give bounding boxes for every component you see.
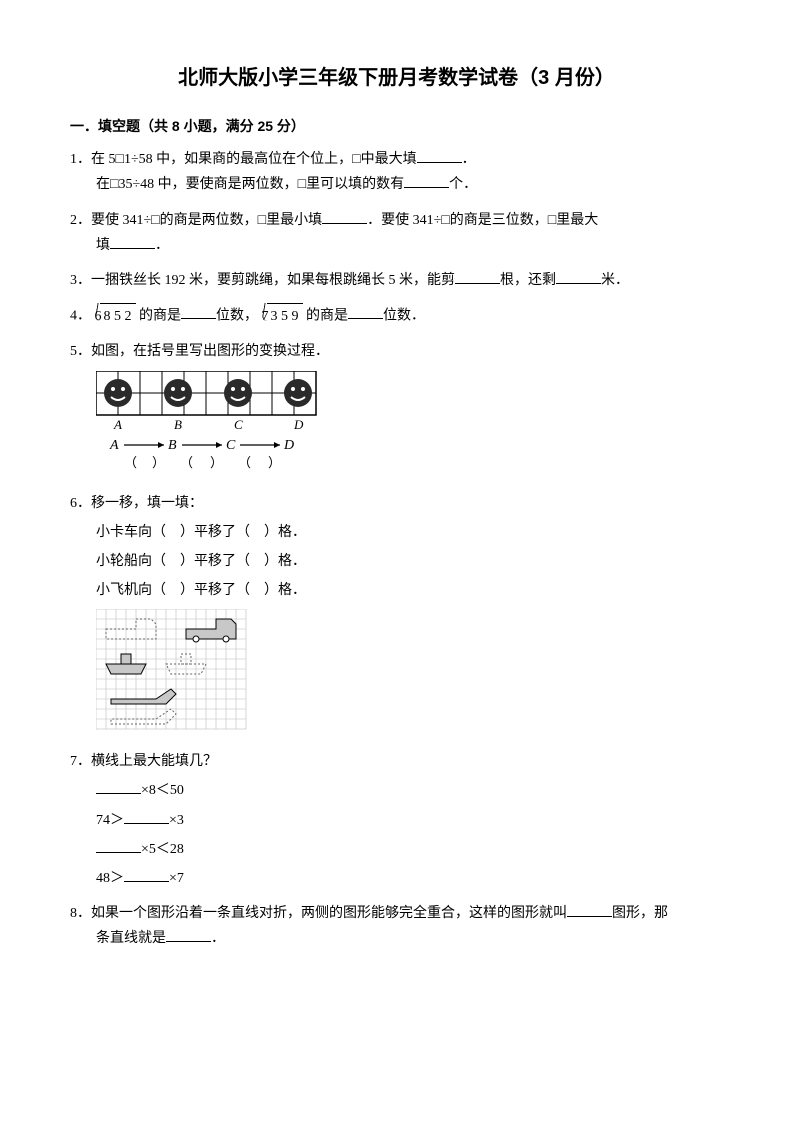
blank (404, 172, 449, 188)
q3-c: 米． (601, 273, 629, 288)
question-3: 3．一捆铁丝长 192 米，要剪跳绳，如果每根跳绳长 5 米，能剪 根，还剩 米． (70, 268, 723, 293)
question-2: 2．要使 341÷□的商是两位数，□里最小填 ．要使 341÷□的商是三位数，□里… (70, 208, 723, 258)
q6-row2: 小轮船向（ ）平移了（ ）格． (70, 549, 723, 574)
q7-row4: 48＞ ×7 (70, 866, 723, 891)
q7-header: 7．横线上最大能填几？ (70, 749, 723, 774)
long-division-1: 68 5 2 (95, 303, 136, 329)
q1-line2: 在□35÷48 中，要使商是两位数，□里可以填的数有 个． (70, 172, 723, 197)
svg-text:C: C (226, 438, 236, 453)
dividend: 3 5 9 (267, 303, 303, 329)
q7-row3: ×5＜28 (70, 837, 723, 862)
smiley-icon (284, 379, 312, 407)
smiley-icon (164, 379, 192, 407)
blank (417, 147, 462, 163)
text: 48＞ (96, 871, 124, 886)
q7-row2: 74＞ ×3 (70, 808, 723, 833)
question-7: 7．横线上最大能填几？ ×8＜50 74＞ ×3 ×5＜28 48＞ ×7 (70, 749, 723, 891)
q6-header: 6．移一移，填一填： (70, 491, 723, 516)
text: ）格． (264, 583, 306, 598)
svg-text:（: （ (124, 455, 137, 470)
text: 小卡车向（ (96, 525, 166, 540)
q4-mid3: 的商是 (306, 308, 348, 323)
q2-a: 2．要使 341÷□的商是两位数，□里最小填 (70, 213, 322, 228)
blank (96, 778, 141, 794)
text: ）格． (264, 554, 306, 569)
grid-shapes-diagram (96, 609, 256, 739)
svg-text:）: ） (210, 455, 223, 470)
q4-mid1: 的商是 (139, 308, 181, 323)
q1-line2b: 个． (449, 177, 477, 192)
text: ×7 (169, 871, 184, 886)
text: 小飞机向（ (96, 583, 166, 598)
text: 小轮船向（ (96, 554, 166, 569)
svg-text:（: （ (180, 455, 193, 470)
q1-line1b: ． (462, 152, 476, 167)
q8-b: 图形，那 (612, 906, 668, 921)
svg-text:）: ） (268, 455, 281, 470)
q6-figure (96, 609, 723, 739)
smiley-icon (224, 379, 252, 407)
q8-a: 8．如果一个图形沿着一条直线对折，两侧的图形能够完全重合，这样的图形就叫 (70, 906, 567, 921)
q8-d: ． (211, 931, 225, 946)
blank (181, 303, 216, 319)
svg-text:A: A (109, 438, 119, 453)
question-4: 4． 68 5 2 的商是 位数， 73 5 9 的商是 位数． (70, 303, 723, 329)
text: ×3 (169, 813, 184, 828)
q2-line2: 填． (70, 233, 723, 258)
blank (348, 303, 383, 319)
q6-row1: 小卡车向（ ）平移了（ ）格． (70, 520, 723, 545)
q4-mid2: 位数， (216, 308, 258, 323)
blank (124, 866, 169, 882)
blank (556, 268, 601, 284)
blank (455, 268, 500, 284)
svg-text:C: C (234, 417, 243, 432)
dividend: 8 5 2 (100, 303, 136, 329)
q2-c: 填 (96, 238, 110, 253)
svg-text:A: A (113, 417, 122, 432)
q4-mid4: 位数． (383, 308, 425, 323)
blank (166, 926, 211, 942)
q5-figure: A B C D A B C D （ ） （ ） （ ） (96, 371, 723, 481)
page-title: 北师大版小学三年级下册月考数学试卷（3 月份） (70, 60, 723, 96)
q2-b: ．要使 341÷□的商是三位数，□里最大 (367, 213, 598, 228)
section-header: 一．填空题（共 8 小题，满分 25 分） (70, 114, 723, 139)
blank (96, 837, 141, 853)
text: ）平移了（ (180, 583, 250, 598)
question-6: 6．移一移，填一填： 小卡车向（ ）平移了（ ）格． 小轮船向（ ）平移了（ ）… (70, 491, 723, 740)
text: ×8＜50 (141, 783, 184, 798)
svg-text:（: （ (238, 455, 251, 470)
q3-a: 3．一捆铁丝长 192 米，要剪跳绳，如果每根跳绳长 5 米，能剪 (70, 273, 455, 288)
text: ×5＜28 (141, 842, 184, 857)
q4-a: 4． (70, 308, 91, 323)
svg-text:B: B (174, 417, 182, 432)
svg-text:）: ） (152, 455, 165, 470)
q5-text: 5．如图，在括号里写出图形的变换过程． (70, 339, 723, 364)
text: ）格． (264, 525, 306, 540)
q3-b: 根，还剩 (500, 273, 556, 288)
blank (322, 208, 367, 224)
smiley-icon (104, 379, 132, 407)
q6-row3: 小飞机向（ ）平移了（ ）格． (70, 578, 723, 603)
svg-text:D: D (283, 438, 294, 453)
blank (110, 233, 155, 249)
long-division-2: 73 5 9 (262, 303, 303, 329)
blank (567, 901, 612, 917)
text: ）平移了（ (180, 554, 250, 569)
q1-line2a: 在□35÷48 中，要使商是两位数，□里可以填的数有 (96, 177, 404, 192)
text: 74＞ (96, 813, 124, 828)
blank (124, 808, 169, 824)
q8-c: 条直线就是 (96, 931, 166, 946)
q2-d: ． (155, 238, 169, 253)
transform-diagram: A B C D A B C D （ ） （ ） （ ） (96, 371, 336, 481)
q1-line1a: 1．在 5□1÷58 中，如果商的最高位在个位上，□中最大填 (70, 152, 417, 167)
q7-row1: ×8＜50 (70, 778, 723, 803)
question-8: 8．如果一个图形沿着一条直线对折，两侧的图形能够完全重合，这样的图形就叫 图形，那… (70, 901, 723, 951)
question-1: 1．在 5□1÷58 中，如果商的最高位在个位上，□中最大填 ． 在□35÷48 … (70, 147, 723, 197)
question-5: 5．如图，在括号里写出图形的变换过程． (70, 339, 723, 480)
svg-text:B: B (168, 438, 177, 453)
q8-line2: 条直线就是 ． (70, 926, 723, 951)
text: ）平移了（ (180, 525, 250, 540)
svg-text:D: D (293, 417, 304, 432)
